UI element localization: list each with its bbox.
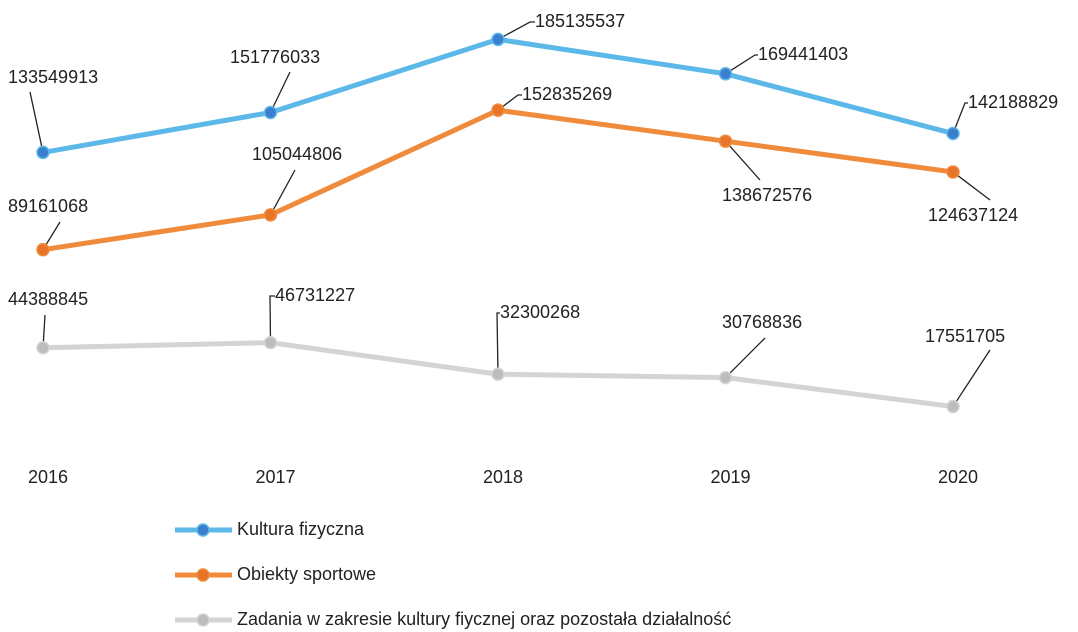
legend-label: Obiekty sportowe [237,564,376,584]
data-label: 151776033 [230,47,320,67]
leader-line [497,21,535,40]
data-label: 142188829 [968,92,1058,112]
leader-line [952,102,968,134]
leader-line [497,94,522,111]
leader-line [725,337,766,379]
marker [718,370,733,385]
legend-label: Zadania w zakresie kultury fiycznej oraz… [237,609,731,629]
data-label: 133549913 [8,67,98,87]
data-label: 46731227 [275,285,355,305]
marker [718,67,733,81]
data-label: 185135537 [535,11,625,31]
x-tick-label: 2017 [255,467,295,487]
marker [946,399,960,414]
x-tick-label: 2016 [28,467,68,487]
legend-marker [196,523,210,537]
legend-label: Kultura fizyczna [237,519,365,539]
legend-marker [196,613,210,627]
marker [36,341,50,355]
leader-line [952,171,991,201]
leader-line [725,54,758,75]
data-label: 124637124 [928,205,1018,225]
marker [263,208,278,222]
data-label: 89161068 [8,196,88,216]
data-label: 138672576 [722,185,812,205]
data-label: 169441403 [758,44,848,64]
legend-marker [196,568,210,582]
data-label: 44388845 [8,289,88,309]
data-label: 30768836 [722,312,802,332]
leader-line [725,140,761,181]
data-label: 17551705 [925,326,1005,346]
marker [718,134,733,148]
leader-line [269,71,291,113]
marker [491,103,505,117]
marker [946,165,960,179]
data-label: 152835269 [522,84,612,104]
marker [36,242,50,257]
leader-line [29,91,44,153]
leader-line [496,312,500,375]
x-tick-label: 2020 [938,467,978,487]
leader-line [269,169,296,216]
leader-line [269,295,275,343]
data-label: 105044806 [252,144,342,164]
marker [946,126,960,141]
marker [491,367,505,381]
leader-line [952,349,991,407]
x-tick-label: 2018 [483,467,523,487]
marker [263,105,278,120]
marker [36,145,50,160]
series-line [42,107,954,253]
data-label: 32300268 [500,302,580,322]
marker [491,32,505,47]
x-tick-label: 2019 [710,467,750,487]
marker [263,335,278,350]
